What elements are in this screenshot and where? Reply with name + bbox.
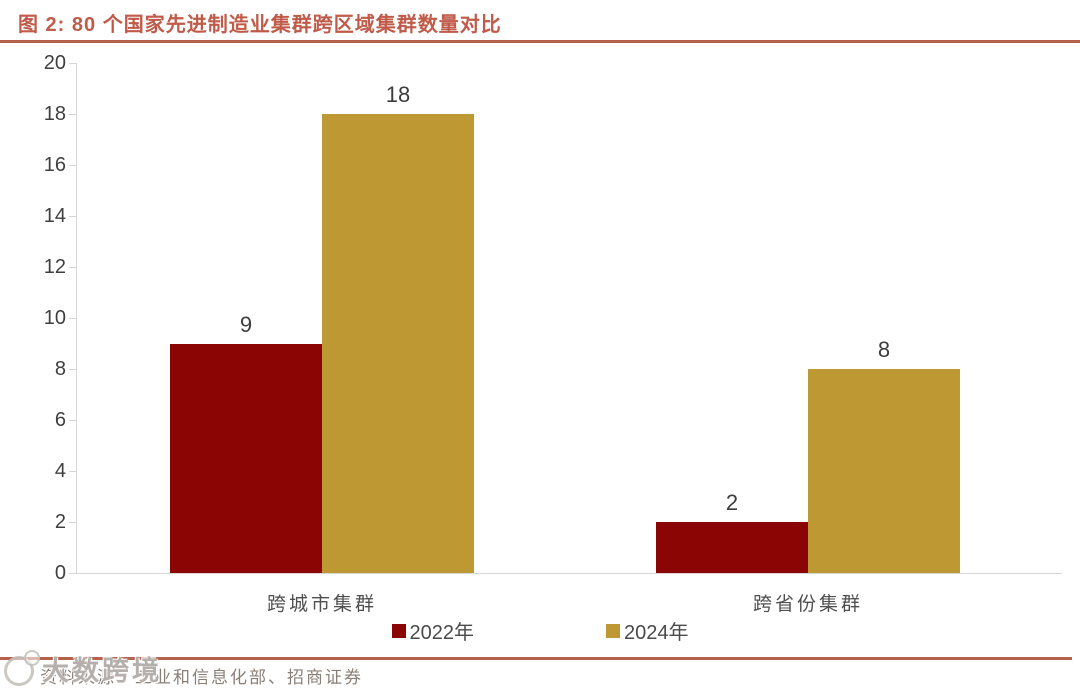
y-tick: [69, 573, 76, 574]
y-tick-label: 14: [43, 205, 66, 227]
bar-value-label: 18: [385, 82, 411, 107]
y-tick: [69, 318, 76, 319]
legend-swatch-icon: [606, 623, 620, 638]
title-underline: [0, 40, 1080, 43]
legend-item-2024年: 2024年: [606, 616, 689, 645]
y-tick: [69, 165, 76, 166]
legend-item-2022年: 2022年: [391, 616, 475, 645]
legend-swatch-icon: [391, 623, 406, 638]
x-category-label: 跨城市集群: [266, 594, 377, 615]
y-tick-label: 10: [43, 307, 66, 329]
footer-divider: [0, 657, 1072, 660]
y-tick: [69, 267, 76, 268]
bar-value-label: 9: [239, 311, 253, 337]
y-tick-label: 0: [54, 562, 66, 584]
bar-value-label: 8: [877, 337, 891, 362]
chart-title: 图 2: 80 个国家先进制造业集群跨区域集群数量对比: [18, 14, 502, 36]
bar-2024年-跨省份集群: [808, 369, 960, 573]
y-tick-label: 16: [43, 154, 66, 176]
y-tick-label: 4: [54, 460, 66, 482]
chart-legend: 2022年 2024年: [0, 616, 1080, 645]
bar-2022年-跨省份集群: [656, 522, 808, 573]
x-category-label: 跨省份集群: [752, 594, 863, 615]
x-axis-line: [76, 573, 1062, 574]
bar-value-label: 2: [725, 490, 739, 515]
y-tick: [69, 369, 76, 370]
y-tick-label: 8: [54, 358, 66, 380]
legend-label: 2024年: [624, 622, 689, 644]
y-tick: [69, 420, 76, 421]
bar-2022年-跨城市集群: [170, 343, 322, 573]
source-note: 资料来源：工业和信息化部、招商证券: [40, 668, 363, 687]
y-tick-label: 6: [54, 409, 66, 431]
y-tick: [69, 114, 76, 115]
bar-2024年-跨城市集群: [322, 114, 474, 573]
legend-label: 2022年: [409, 622, 475, 644]
y-tick: [69, 522, 76, 523]
y-tick: [69, 216, 76, 217]
y-tick: [69, 471, 76, 472]
y-tick-label: 2: [54, 511, 66, 533]
y-axis-line: [76, 63, 77, 573]
y-tick-label: 20: [43, 52, 66, 74]
y-tick: [69, 63, 76, 64]
y-tick-label: 12: [43, 256, 66, 278]
y-tick-label: 18: [43, 103, 66, 125]
